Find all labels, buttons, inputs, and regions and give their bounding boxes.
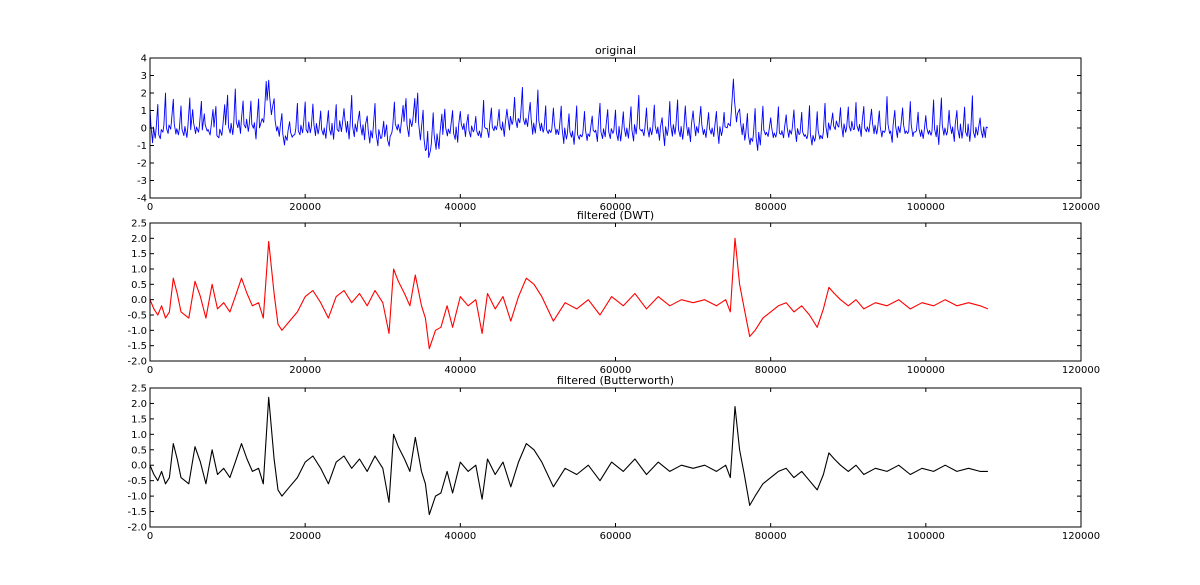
chart-panel-1: original 0 20000 40000 60000 80000 100000 12000… <box>137 44 1100 213</box>
x-tick-label: 120000 <box>1062 202 1100 213</box>
x-tick-label: 0 <box>147 365 153 376</box>
x-tick-label: 120000 <box>1062 365 1100 376</box>
chart-title: original <box>595 44 636 57</box>
y-tick-label: -4 <box>137 194 147 205</box>
y-tick-label: -1.5 <box>127 341 147 352</box>
y-tick-label: 4 <box>141 54 147 65</box>
y-tick-label: 0.5 <box>131 280 147 291</box>
y-tick-label: 0.5 <box>131 445 147 456</box>
y-tick-label: 2.0 <box>131 399 147 410</box>
y-tick-label: 2.0 <box>131 234 147 245</box>
y-tick-label: -0.5 <box>127 476 147 487</box>
x-tick-label: 60000 <box>600 202 632 213</box>
y-tick-label: -1.0 <box>127 326 147 337</box>
y-tick-label: 3 <box>141 71 147 82</box>
x-tick-label: 60000 <box>600 365 632 376</box>
y-tick-label: -2 <box>137 159 147 170</box>
x-tick-label: 20000 <box>289 531 321 542</box>
y-tick-label: 1.0 <box>131 430 147 441</box>
axes-frame <box>149 57 1082 199</box>
x-tick-label: 80000 <box>755 202 787 213</box>
x-tick-label: 60000 <box>600 531 632 542</box>
x-tick-label: 20000 <box>289 202 321 213</box>
y-tick-label: -1 <box>137 141 147 152</box>
series-line <box>149 396 988 516</box>
y-tick-label: 1.5 <box>131 249 147 260</box>
axes-frame <box>149 222 1082 362</box>
y-tick-label: -2.0 <box>127 357 147 368</box>
x-tick-label: 80000 <box>755 531 787 542</box>
series-line <box>149 78 989 158</box>
y-tick-label: 0.0 <box>131 295 147 306</box>
series-line <box>149 237 989 350</box>
y-tick-label: -0.5 <box>127 311 147 322</box>
chart-panel-2: filtered (DWT) 0 20000 40000 60000 80000 10000… <box>127 209 1100 376</box>
y-tick-label: 0.0 <box>131 461 147 472</box>
axes-frame <box>149 387 1082 528</box>
y-tick-label: -3 <box>137 176 147 187</box>
chart-title: filtered (Butterworth) <box>557 374 674 387</box>
x-tick-label: 100000 <box>907 202 945 213</box>
x-tick-label: 0 <box>147 531 153 542</box>
chart-title: filtered (DWT) <box>577 209 654 222</box>
x-tick-label: 20000 <box>289 365 321 376</box>
y-tick-label: 1.5 <box>131 414 147 425</box>
y-tick-label: -2.0 <box>127 523 147 534</box>
y-tick-label: 2.5 <box>131 384 147 395</box>
y-tick-label: 1 <box>141 106 147 117</box>
x-tick-label: 40000 <box>444 365 476 376</box>
y-tick-label: -1.5 <box>127 507 147 518</box>
x-tick-label: 100000 <box>907 365 945 376</box>
y-tick-label: -1.0 <box>127 492 147 503</box>
y-tick-label: 2.5 <box>131 219 147 230</box>
x-tick-label: 100000 <box>907 531 945 542</box>
y-tick-label: 0 <box>141 124 147 135</box>
x-tick-label: 40000 <box>444 202 476 213</box>
x-tick-label: 40000 <box>444 531 476 542</box>
chart-panel-3: filtered (Butterworth) 0 20000 40000 60000 80… <box>127 374 1100 542</box>
x-tick-label: 80000 <box>755 365 787 376</box>
y-tick-label: 2 <box>141 89 147 100</box>
x-tick-label: 0 <box>147 202 153 213</box>
x-tick-label: 120000 <box>1062 531 1100 542</box>
y-tick-label: 1.0 <box>131 265 147 276</box>
